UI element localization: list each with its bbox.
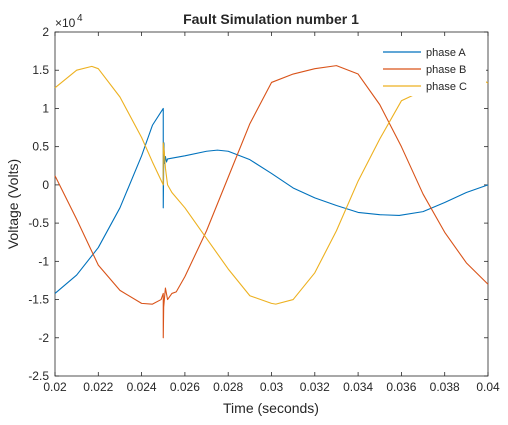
legend-box: [377, 40, 486, 96]
x-tick-label: 0.04: [476, 380, 500, 394]
series-line-phase-c: [54, 65, 415, 305]
x-tick-label: 0.036: [386, 380, 416, 394]
ticks-layer: 0.02 0.022 0.024 0.026 0.028 0.03 0.032 0.034 0.…: [28, 25, 500, 394]
y-exponent-base: ×10: [55, 16, 76, 30]
x-tick-label: 0.02: [43, 380, 67, 394]
x-tick-label: 0.022: [83, 380, 113, 394]
legend: phase A phase B phase C: [377, 40, 486, 96]
y-tick-label: -0.5: [28, 216, 49, 230]
series-line-phase-a: [54, 107, 489, 294]
x-tick-label: 0.038: [430, 380, 460, 394]
x-tick-label: 0.028: [213, 380, 243, 394]
x-tick-label: 0.024: [127, 380, 157, 394]
x-axis-label: Time (seconds): [223, 400, 319, 416]
x-tick-label: 0.03: [260, 380, 284, 394]
y-tick-label: -2.5: [28, 369, 49, 383]
y-tick-label: 1: [42, 101, 49, 115]
series-line-phase-b: [54, 65, 489, 339]
x-tick-label: 0.026: [170, 380, 200, 394]
legend-label-phase-a: phase A: [426, 47, 466, 59]
y-exponent-power: 4: [77, 13, 83, 24]
y-tick-label: 0: [42, 178, 49, 192]
series-layer: [54, 65, 489, 339]
chart-title: Fault Simulation number 1: [183, 11, 359, 27]
x-tick-label: 0.034: [343, 380, 373, 394]
y-tick-label: -2: [38, 331, 49, 345]
y-tick-label: 1.5: [32, 63, 49, 77]
y-tick-label: 0.5: [32, 140, 49, 154]
y-tick-label: -1.5: [28, 293, 49, 307]
legend-label-phase-b: phase B: [426, 64, 466, 76]
y-tick-label: 2: [42, 25, 49, 39]
x-tick-label: 0.032: [300, 380, 330, 394]
y-axis-label: Voltage (Volts): [5, 159, 21, 249]
y-tick-label: -1: [38, 254, 49, 268]
legend-label-phase-c: phase C: [426, 81, 467, 93]
